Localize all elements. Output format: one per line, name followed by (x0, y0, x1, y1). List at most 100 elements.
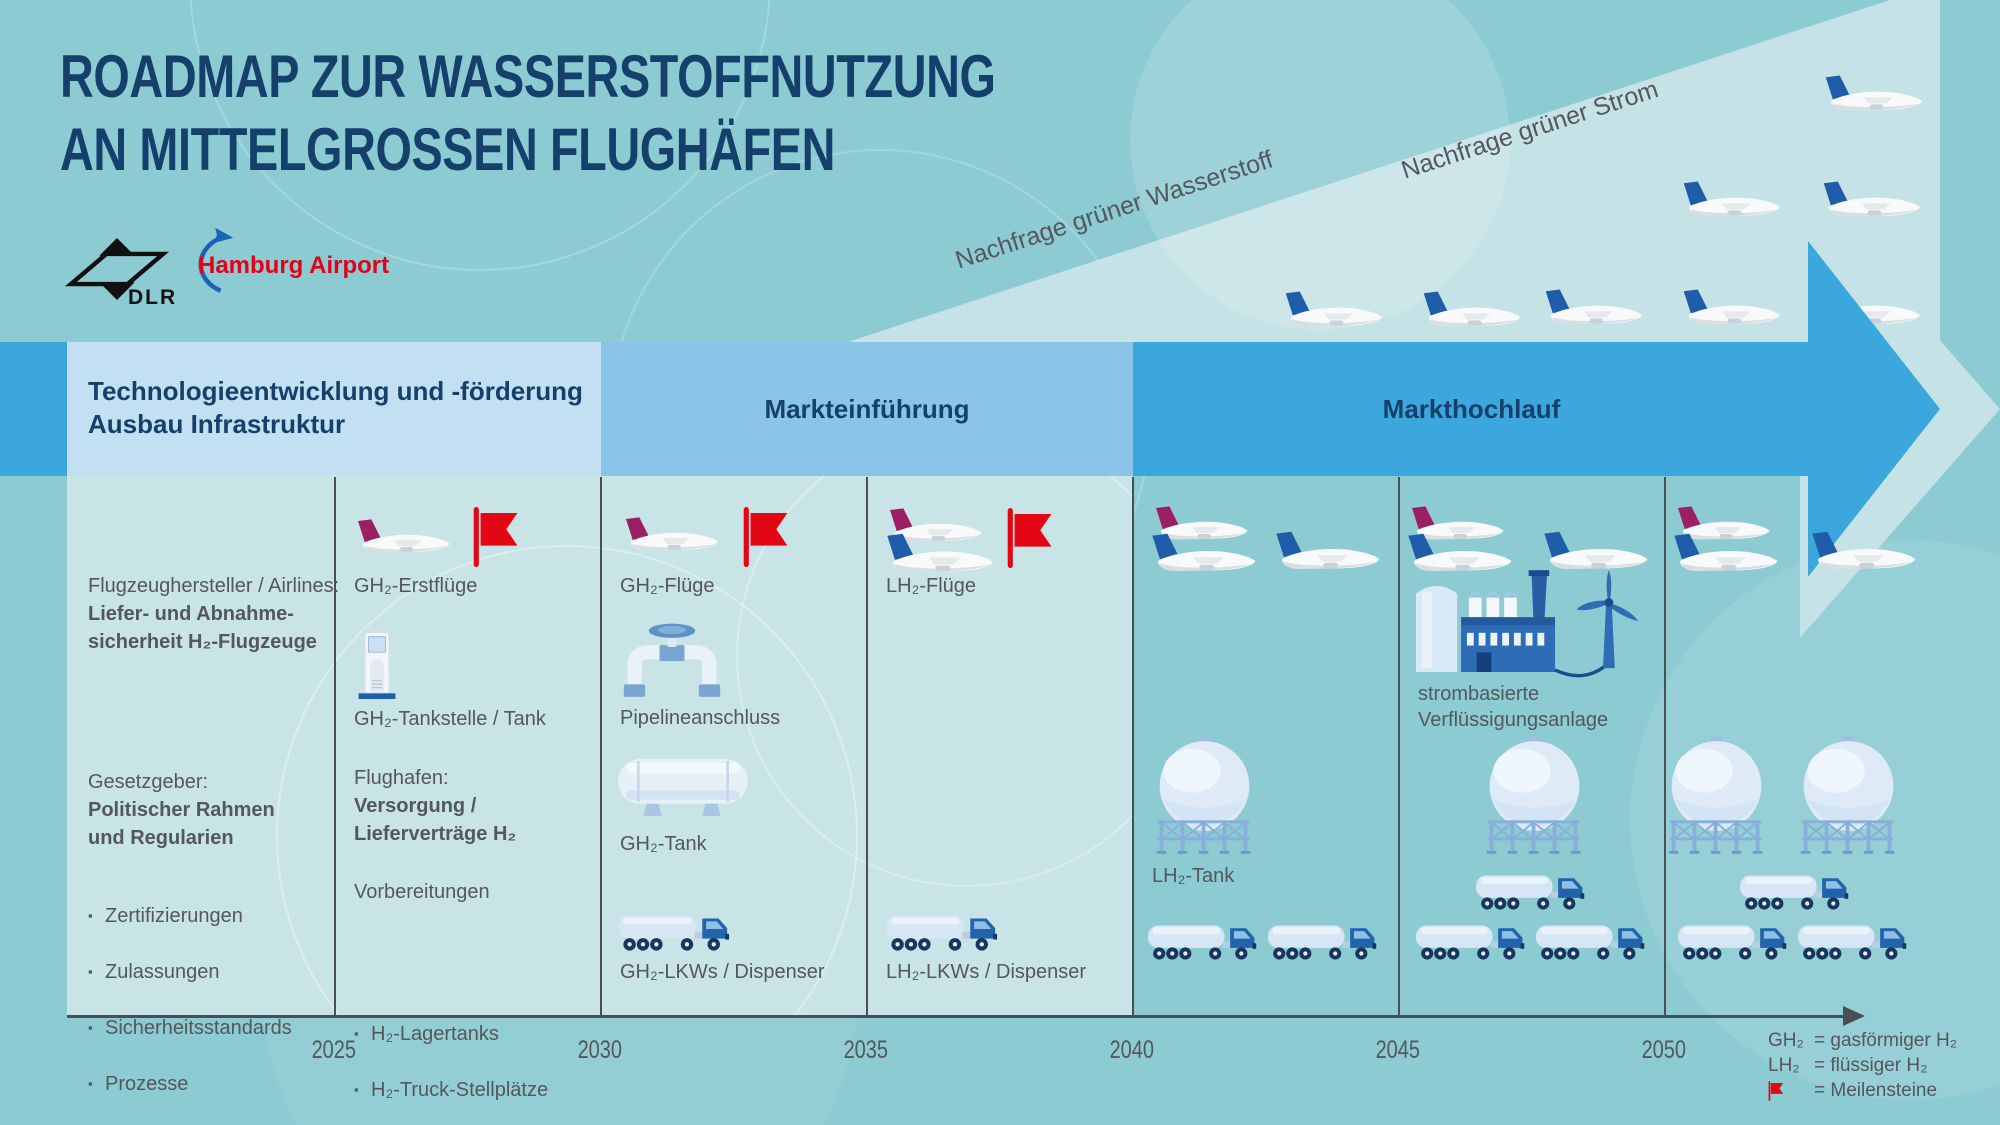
tanker-truck-icon (1740, 868, 1852, 911)
airport-bold-1: Versorgung / (354, 795, 477, 817)
phase1-label-line2: Ausbau Infrastruktur (88, 409, 346, 439)
airlines-intro: Flugzeughersteller / Airlines: (88, 575, 340, 597)
lh2-tank-label: LH₂-Tank (1152, 865, 1235, 887)
airplane-icon (1146, 530, 1260, 575)
rampup-arrowhead (1808, 241, 1940, 577)
phase1-label-line1: Technologieentwicklung und -förderung (88, 376, 583, 406)
preparations-title: Vorbereitungen (354, 881, 490, 903)
legend-gh2-key: GH₂ (1768, 1030, 1804, 1051)
airplane-icon (880, 530, 998, 576)
tanker-truck-icon (886, 908, 1001, 952)
airplane-icon (1806, 528, 1920, 573)
lh2-sphere-tank-icon (1796, 736, 1901, 857)
milestone-flag-icon (472, 505, 520, 569)
legend-flag-value: = Meilensteine (1814, 1080, 1938, 1101)
airplane-icon (1402, 530, 1516, 575)
milestone-flag-icon (1768, 1078, 1814, 1103)
hamburg-airport-text: Hamburg Airport (198, 252, 390, 279)
dlr-logo-text: DLR (128, 286, 178, 309)
prep-bullet-item: H₂-Truck-Stellplätze (354, 1076, 2000, 1104)
airport-intro: Flughafen: (354, 767, 449, 789)
gh2-first-flights-label: GH₂-Erstflüge (354, 575, 478, 597)
panel-decor (276, 476, 1133, 1016)
left-bullet-item: Zulassungen (88, 958, 2000, 986)
column-divider (600, 477, 602, 1016)
gh2-tank-label: GH₂-Tank (620, 833, 707, 855)
lh2-trucks-label: LH₂-LKWs / Dispenser (886, 961, 1087, 983)
pipeline-connection-icon (622, 620, 722, 697)
title-line2: AN MITTELGROSSEN FLUGHÄFEN (60, 116, 836, 183)
year-label: 2045 (1375, 1036, 1421, 1064)
left-bullet-item: Sicherheitsstandards (88, 1014, 2000, 1042)
column-divider (334, 477, 336, 1016)
legend-gh2-value: = gasförmiger H₂ (1814, 1030, 1958, 1051)
airplane-icon (1678, 286, 1784, 328)
milestone-flag-icon (1006, 506, 1054, 570)
airplane-icon (1418, 288, 1524, 330)
legend: GH₂ = gasförmiger H₂ LH₂ = flüssiger H₂ … (1768, 1028, 1957, 1103)
column-divider (866, 477, 868, 1016)
prep-bullet-item: H₂-Lagertanks (354, 1020, 2000, 1048)
phase-band-market-rampup: Markthochlauf (1133, 342, 1810, 476)
legend-flag-row: = Meilensteine (1768, 1078, 1957, 1103)
year-label: 2035 (843, 1036, 889, 1064)
gh2-trucks-label: GH₂-LKWs / Dispenser (620, 961, 825, 983)
gh2-station-label: GH₂-Tankstelle / Tank (354, 708, 546, 730)
airplane-icon (1280, 288, 1386, 330)
pipeline-label: Pipelineanschluss (620, 707, 781, 729)
year-label: 2040 (1109, 1036, 1155, 1064)
left-bullet-item: Prozesse (88, 1070, 2000, 1098)
year-label: 2030 (577, 1036, 623, 1064)
milestone-flag-icon (742, 505, 790, 569)
left-bullet-item: Zertifizierungen (88, 902, 2000, 930)
legend-lh2-value: = flüssiger H₂ (1814, 1055, 1928, 1076)
airplane-icon (1668, 530, 1782, 575)
phase2-label: Markteinführung (764, 393, 970, 424)
airlines-bold-1: Liefer- und Abnahme- (88, 603, 294, 625)
gh2-flights-label: GH₂-Flüge (620, 575, 715, 597)
tanker-truck-icon (1416, 918, 1528, 961)
legend-gh2-row: GH₂ = gasförmiger H₂ (1768, 1028, 1957, 1053)
tanker-truck-icon (1148, 918, 1260, 961)
tanker-truck-icon (1678, 918, 1790, 961)
airplane-icon (1820, 72, 1926, 114)
phase3-label: Markthochlauf (1382, 393, 1561, 424)
gh2-tank-icon (616, 757, 750, 820)
airplane-icon (1540, 286, 1646, 328)
lh2-flights-label: LH₂-Flüge (886, 575, 977, 597)
plant-label-line1: strombasierte (1418, 683, 1540, 705)
lh2-sphere-tank-icon (1152, 736, 1257, 857)
tanker-truck-icon (1798, 918, 1910, 961)
plant-label-line2: Verflüssigungsanlage (1418, 709, 1609, 731)
airplane-icon (352, 516, 454, 556)
fuel-station-icon (352, 631, 402, 699)
hamburg-airport-logo: Hamburg Airport (188, 224, 390, 304)
band-left-edge (0, 342, 67, 476)
legend-lh2-row: LH₂ = flüssiger H₂ (1768, 1053, 1957, 1078)
tanker-truck-icon (618, 908, 733, 952)
airlines-bold-2: sicherheit H₂-Flugzeuge (88, 631, 317, 653)
timeline-axis (67, 1015, 1845, 1018)
legislator-intro: Gesetzgeber: (88, 771, 209, 793)
tanker-truck-icon (1476, 868, 1588, 911)
airport-bold-2: Lieferverträge H₂ (354, 823, 517, 845)
lh2-sphere-tank-icon (1664, 736, 1769, 857)
dlr-logo: DLR (62, 238, 177, 310)
airplane-icon (1270, 528, 1384, 573)
airplane-icon (1818, 178, 1924, 220)
legend-lh2-key: LH₂ (1768, 1055, 1800, 1076)
airplane-icon (1538, 528, 1652, 573)
tanker-truck-icon (1268, 918, 1380, 961)
lh2-sphere-tank-icon (1482, 736, 1587, 857)
column-divider (1398, 477, 1400, 1016)
liquefaction-plant-icon (1416, 570, 1651, 680)
column-divider (1132, 477, 1134, 1016)
legislator-bold-2: und Regularien (88, 827, 234, 849)
airplane-icon (620, 514, 722, 554)
year-label: 2050 (1641, 1036, 1687, 1064)
page-title: ROADMAP ZUR WASSERSTOFFNUTZUNG AN MITTEL… (60, 40, 1259, 186)
airplane-icon (1678, 178, 1784, 220)
legislator-bold-1: Politischer Rahmen (88, 799, 275, 821)
column-divider (1664, 477, 1666, 1016)
